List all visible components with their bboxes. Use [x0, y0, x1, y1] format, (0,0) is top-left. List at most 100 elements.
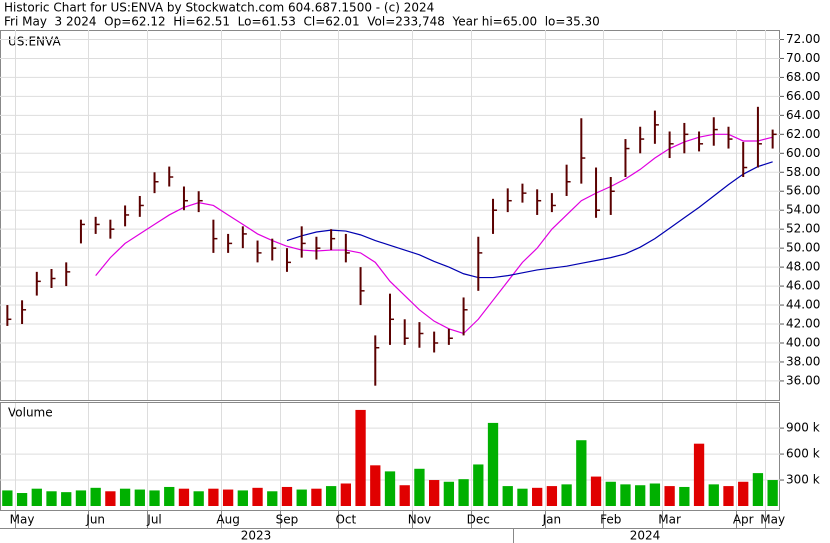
- volume-panel: [0, 402, 780, 511]
- volume-bar: [429, 480, 440, 506]
- volume-bar: [590, 476, 602, 506]
- year-label: 2023: [241, 529, 272, 543]
- x-tick-label: Feb: [600, 513, 621, 527]
- x-tick-label: Aug: [216, 513, 239, 527]
- year-label: 2024: [630, 529, 661, 543]
- volume-bar: [90, 487, 101, 506]
- volume-bar: [311, 488, 322, 506]
- x-tick-label: Oct: [335, 513, 356, 527]
- volume-bar: [679, 486, 690, 506]
- x-tick-label: Sep: [276, 513, 299, 527]
- volume-bar: [46, 491, 57, 506]
- volume-bar: [708, 484, 719, 506]
- volume-bar: [16, 493, 28, 506]
- x-tick-label: Dec: [467, 513, 490, 527]
- volume-bar: [532, 487, 543, 506]
- volume-bar: [2, 490, 13, 506]
- volume-bar: [605, 481, 616, 506]
- moving-average: [286, 161, 773, 279]
- volume-bar: [149, 490, 160, 506]
- volume-bar: [517, 488, 528, 506]
- volume-bar: [649, 483, 661, 506]
- y-tick-label: 50.00: [786, 241, 820, 255]
- y-tick-label: 60.00: [786, 146, 820, 160]
- volume-bar: [296, 489, 307, 506]
- y-tick-label: 70.00: [786, 51, 820, 65]
- volume-bar: [222, 489, 234, 506]
- volume-bar: [487, 422, 499, 506]
- y-tick-label: 52.00: [786, 222, 820, 236]
- volume-bar: [738, 481, 749, 506]
- x-tick-label: Apr: [733, 513, 754, 527]
- y-tick-label: 66.00: [786, 89, 820, 103]
- volume-bar: [723, 486, 734, 506]
- volume-bar: [105, 491, 116, 506]
- x-tick-label: Jun: [85, 513, 105, 527]
- volume-bar: [75, 490, 87, 506]
- volume-bar: [399, 485, 410, 506]
- volume-bar: [443, 481, 455, 506]
- moving-average: [95, 133, 773, 335]
- volume-bar: [193, 491, 204, 506]
- volume-bar: [208, 488, 219, 506]
- volume-bar: [664, 486, 675, 506]
- y-tick-label: 42.00: [786, 317, 820, 331]
- volume-bar: [31, 488, 42, 506]
- volume-bar: [458, 479, 469, 506]
- x-tick-label: Mar: [658, 513, 681, 527]
- volume-bar: [119, 488, 131, 506]
- volume-bar: [281, 486, 293, 506]
- volume-bar: [267, 491, 278, 506]
- volume-bar: [561, 484, 572, 506]
- y-tick-label: 72.00: [786, 32, 820, 46]
- x-tick-label: May: [760, 513, 785, 527]
- volume-bar: [237, 490, 248, 506]
- volume-bar: [164, 486, 175, 506]
- symbol-label: US:ENVA: [8, 35, 61, 49]
- y-tick-label: 600 k: [786, 447, 820, 461]
- volume-label: Volume: [8, 406, 53, 420]
- y-tick-label: 36.00: [786, 373, 820, 387]
- volume-bar: [635, 485, 646, 506]
- y-tick-label: 46.00: [786, 279, 820, 293]
- volume-bar: [576, 440, 587, 506]
- volume-bar: [473, 464, 484, 506]
- volume-bar: [767, 480, 778, 506]
- x-tick-label: Jul: [146, 513, 161, 527]
- volume-bar: [340, 483, 351, 506]
- y-tick-label: 58.00: [786, 165, 820, 179]
- chart-subtitle: Fri May 3 2024 Op=62.12 Hi=62.51 Lo=61.5…: [4, 15, 600, 29]
- volume-bar: [546, 486, 558, 506]
- volume-bar: [325, 486, 337, 506]
- volume-bar: [384, 471, 396, 506]
- price-panel: [0, 30, 780, 401]
- x-tick-label: May: [10, 513, 35, 527]
- y-tick-label: 56.00: [786, 184, 820, 198]
- y-tick-label: 54.00: [786, 203, 820, 217]
- volume-bar: [252, 487, 263, 506]
- y-tick-label: 68.00: [786, 70, 820, 84]
- volume-bar: [134, 489, 145, 506]
- volume-bar: [355, 409, 366, 506]
- volume-bar: [178, 488, 190, 506]
- volume-bar: [620, 484, 631, 506]
- volume-bar: [502, 486, 513, 506]
- y-tick-label: 44.00: [786, 298, 820, 312]
- volume-bar: [414, 468, 425, 506]
- volume-bar: [752, 473, 764, 506]
- y-tick-label: 64.00: [786, 108, 820, 122]
- y-tick-label: 48.00: [786, 260, 820, 274]
- volume-bar: [370, 465, 381, 506]
- y-tick-label: 300 k: [786, 473, 820, 487]
- volume-bar: [693, 443, 705, 506]
- x-tick-label: Jan: [542, 513, 562, 527]
- chart-title: Historic Chart for US:ENVA by Stockwatch…: [4, 1, 434, 15]
- volume-bar: [61, 492, 72, 506]
- y-tick-label: 900 k: [786, 421, 820, 435]
- y-tick-label: 40.00: [786, 335, 820, 349]
- y-tick-label: 62.00: [786, 127, 820, 141]
- y-tick-label: 38.00: [786, 354, 820, 368]
- x-tick-label: Nov: [408, 513, 431, 527]
